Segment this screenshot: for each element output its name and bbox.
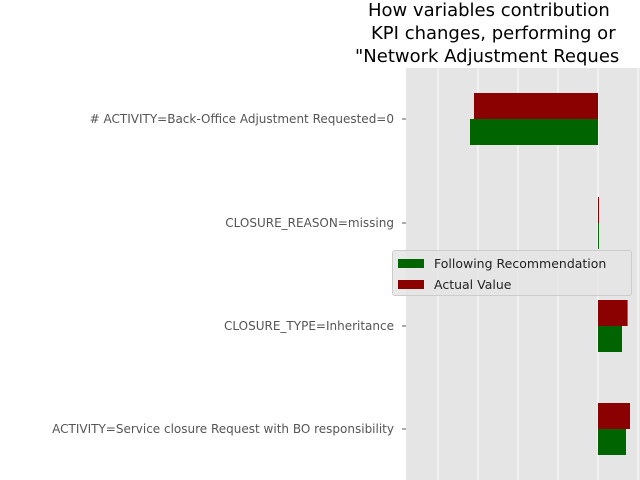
title-line-2: KPI changes, performing or bbox=[371, 23, 616, 44]
bar-actual-value-1 bbox=[598, 197, 599, 223]
bar-following-recommendation-1 bbox=[598, 223, 599, 249]
legend-swatch-actual bbox=[398, 279, 424, 289]
y-axis-ticks: # ACTIVITY=Back-Office Adjustment Reques… bbox=[52, 112, 406, 436]
bar-actual-value-2 bbox=[598, 300, 628, 326]
legend-item-following: Following Recommendation bbox=[398, 254, 606, 272]
bar-following-recommendation-2 bbox=[598, 326, 622, 352]
y-tick-label-3: ACTIVITY=Service closure Request with BO… bbox=[52, 422, 394, 436]
legend-swatch-following bbox=[398, 258, 424, 268]
bar-following-recommendation-0 bbox=[470, 119, 598, 145]
y-tick-label-1: CLOSURE_REASON=missing bbox=[225, 216, 394, 230]
y-tick-label-2: CLOSURE_TYPE=Inheritance bbox=[224, 319, 394, 333]
y-tick-label-0: # ACTIVITY=Back-Office Adjustment Reques… bbox=[90, 112, 394, 126]
legend-item-actual: Actual Value bbox=[398, 275, 511, 293]
legend: Following Recommendation Actual Value bbox=[392, 250, 632, 296]
bars-group bbox=[470, 93, 630, 455]
title-line-3: "Network Adjustment Reques bbox=[355, 46, 619, 67]
bar-actual-value-0 bbox=[474, 93, 598, 119]
legend-label-actual: Actual Value bbox=[434, 276, 512, 292]
chart-title: How variables contribution KPI changes, … bbox=[355, 0, 619, 67]
bar-following-recommendation-3 bbox=[598, 429, 626, 455]
legend-label-following: Following Recommendation bbox=[434, 255, 607, 271]
title-line-1: How variables contribution bbox=[368, 0, 610, 21]
bar-actual-value-3 bbox=[598, 403, 630, 429]
